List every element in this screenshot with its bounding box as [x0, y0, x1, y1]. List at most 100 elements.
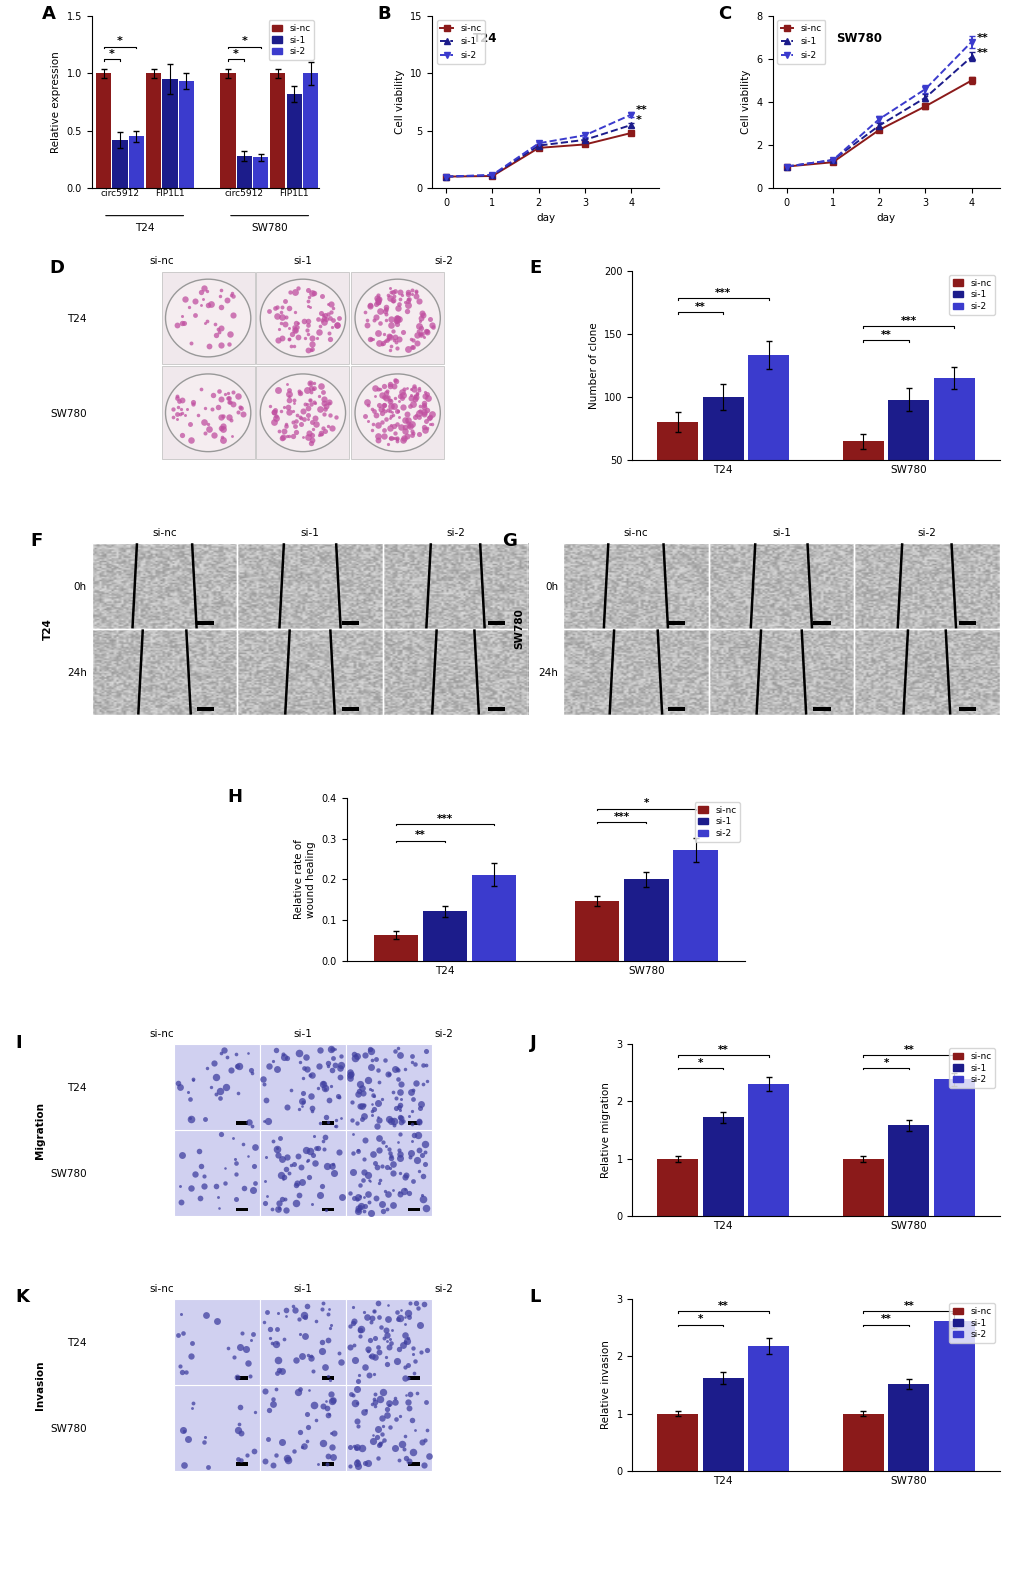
Text: **: **: [717, 1302, 728, 1311]
Ellipse shape: [260, 279, 345, 357]
FancyBboxPatch shape: [345, 1130, 432, 1217]
Bar: [673, 851, 717, 961]
Bar: [657, 1158, 698, 1217]
Bar: [843, 1414, 883, 1471]
Ellipse shape: [355, 374, 440, 451]
FancyBboxPatch shape: [345, 1299, 432, 1385]
Text: **: **: [975, 47, 987, 58]
Bar: [423, 912, 467, 961]
Text: SW780: SW780: [251, 222, 287, 232]
Bar: [322, 1376, 333, 1379]
Bar: [667, 707, 685, 710]
Ellipse shape: [165, 279, 251, 357]
Ellipse shape: [260, 374, 345, 451]
Bar: [237, 630, 382, 715]
Bar: [958, 707, 975, 710]
Bar: [128, 136, 144, 188]
Bar: [322, 1207, 333, 1210]
Text: **: **: [415, 830, 425, 841]
Legend: si-nc, si-1, si-2: si-nc, si-1, si-2: [949, 1303, 995, 1343]
Text: ***: ***: [900, 316, 916, 327]
Bar: [408, 1376, 420, 1379]
Text: J: J: [529, 1034, 536, 1051]
Bar: [747, 1346, 789, 1471]
FancyBboxPatch shape: [256, 366, 348, 459]
Bar: [853, 630, 999, 715]
Bar: [220, 73, 235, 188]
FancyBboxPatch shape: [260, 1045, 345, 1130]
Text: **: **: [903, 1302, 913, 1311]
Text: *: *: [117, 36, 123, 46]
Text: **: **: [695, 301, 705, 312]
FancyBboxPatch shape: [173, 1299, 260, 1385]
Bar: [487, 622, 504, 625]
Y-axis label: Relative rate of
wound healing: Relative rate of wound healing: [294, 839, 316, 920]
Text: *: *: [697, 1057, 702, 1068]
Bar: [888, 399, 928, 524]
Legend: si-nc, si-1, si-2: si-nc, si-1, si-2: [436, 21, 485, 63]
Text: *: *: [882, 1057, 888, 1068]
FancyBboxPatch shape: [351, 271, 443, 365]
Bar: [112, 140, 127, 188]
FancyBboxPatch shape: [162, 366, 255, 459]
Bar: [843, 442, 883, 524]
FancyBboxPatch shape: [260, 1299, 345, 1385]
Bar: [657, 423, 698, 524]
Text: E: E: [529, 259, 541, 278]
Text: *: *: [109, 49, 115, 58]
Y-axis label: Relative invasion: Relative invasion: [600, 1340, 610, 1430]
Legend: si-nc, si-1, si-2: si-nc, si-1, si-2: [949, 275, 995, 314]
Bar: [382, 543, 528, 630]
Text: Invasion: Invasion: [36, 1360, 45, 1409]
Text: A: A: [42, 5, 56, 24]
Bar: [408, 1207, 420, 1210]
Bar: [932, 1079, 974, 1217]
Bar: [562, 543, 708, 630]
Bar: [932, 1321, 974, 1471]
FancyBboxPatch shape: [173, 1385, 260, 1471]
FancyBboxPatch shape: [260, 1130, 345, 1217]
Bar: [237, 543, 382, 630]
Bar: [812, 622, 830, 625]
Bar: [197, 707, 214, 710]
Text: **: **: [636, 104, 647, 115]
Bar: [303, 73, 318, 188]
Bar: [708, 630, 853, 715]
Bar: [624, 879, 667, 961]
Bar: [575, 901, 619, 961]
Text: **: **: [880, 1314, 891, 1324]
Bar: [487, 707, 504, 710]
Bar: [843, 1158, 883, 1217]
Text: *: *: [643, 798, 648, 808]
Text: G: G: [501, 532, 517, 551]
Ellipse shape: [165, 374, 251, 451]
Legend: si-nc, si-1, si-2: si-nc, si-1, si-2: [949, 1048, 995, 1087]
Bar: [853, 543, 999, 630]
Text: **: **: [975, 33, 987, 43]
Bar: [562, 630, 708, 715]
FancyBboxPatch shape: [345, 1385, 432, 1471]
Bar: [341, 707, 359, 710]
Y-axis label: Number of clone: Number of clone: [588, 322, 598, 409]
Bar: [235, 1207, 248, 1210]
Text: *: *: [697, 1314, 702, 1324]
FancyBboxPatch shape: [345, 1045, 432, 1130]
X-axis label: day: day: [875, 213, 895, 224]
Bar: [92, 543, 237, 630]
Text: K: K: [15, 1288, 30, 1307]
Ellipse shape: [355, 279, 440, 357]
Text: I: I: [15, 1034, 22, 1051]
Bar: [197, 622, 214, 625]
Bar: [747, 355, 789, 524]
Bar: [270, 73, 285, 188]
Bar: [96, 73, 111, 188]
Bar: [958, 622, 975, 625]
Bar: [373, 934, 418, 961]
Text: Migration: Migration: [36, 1101, 45, 1158]
FancyBboxPatch shape: [173, 1045, 260, 1130]
X-axis label: day: day: [536, 213, 554, 224]
Bar: [708, 543, 853, 630]
Bar: [322, 1122, 333, 1125]
Text: F: F: [31, 532, 43, 551]
Bar: [286, 93, 302, 188]
